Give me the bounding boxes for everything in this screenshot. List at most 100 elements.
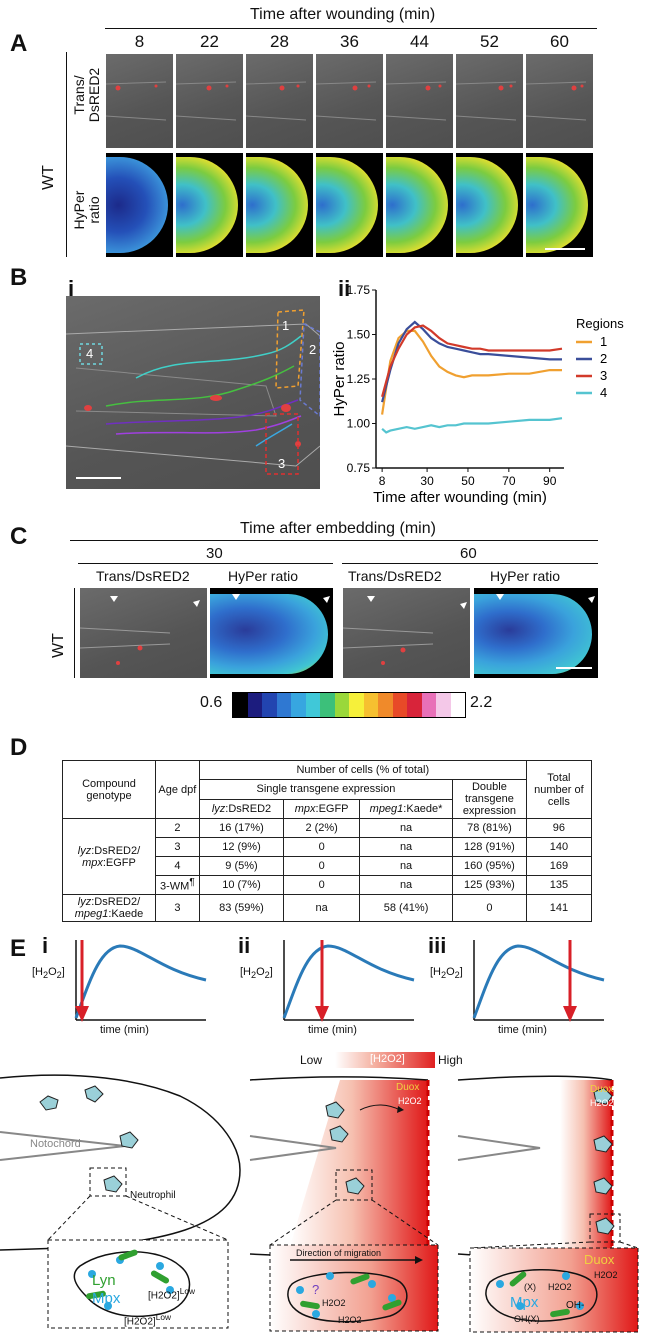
y-tick-label: 1.75 bbox=[347, 283, 371, 297]
th-mpeg-rest: :Kaede* bbox=[403, 802, 443, 815]
panel-c-col-trans-2: Trans/DsRED2 bbox=[348, 568, 442, 584]
cell-mpeg: 58 (41%) bbox=[359, 894, 454, 922]
panel-a-row2-label: HyPer ratio bbox=[71, 190, 102, 230]
colorscale-swatch bbox=[349, 693, 364, 717]
hyper-image-36 bbox=[316, 153, 383, 257]
h2o2-graph-ii bbox=[282, 940, 415, 1022]
h2o2-curve bbox=[472, 944, 605, 1019]
y-axis-label: HyPer ratio bbox=[331, 341, 348, 416]
panel-c-row-group: WT bbox=[50, 633, 67, 658]
time-label-28: 28 bbox=[270, 32, 289, 51]
cell-age: 3 bbox=[154, 837, 200, 857]
panel-a-scale-bar bbox=[545, 248, 585, 250]
x-tick-label: 90 bbox=[543, 474, 557, 488]
hyper-image-22 bbox=[176, 153, 243, 257]
graph-x-label: time (min) bbox=[498, 1024, 547, 1036]
ohx-label: OH(X) bbox=[514, 1314, 540, 1324]
trans-image-22 bbox=[176, 54, 243, 148]
lyn-label: Lyn bbox=[92, 1272, 116, 1289]
cell-double: 78 (81%) bbox=[452, 818, 527, 838]
h2o2-up-1: H2O2 bbox=[322, 1298, 346, 1308]
question-mark: ? bbox=[312, 1282, 320, 1297]
trans-detail bbox=[246, 81, 307, 121]
table-row: lyz:DsRED2/mpx:EGFP 2 16 (17%) 2 (2%) na… bbox=[62, 818, 593, 895]
genotype-1: lyz:DsRED2/mpx:EGFP bbox=[62, 818, 156, 895]
colorscale-swatch bbox=[378, 693, 393, 717]
panel-a-row-group: WT bbox=[40, 165, 57, 190]
panel-c-header-line bbox=[70, 540, 598, 541]
cell-total: 96 bbox=[525, 818, 593, 838]
h2o2-curve bbox=[282, 944, 415, 1019]
time-label-52: 52 bbox=[480, 32, 499, 51]
cell-lyz: 12 (9%) bbox=[198, 837, 285, 857]
notochord-label: Notochord bbox=[30, 1138, 81, 1150]
cell-lyz: 16 (17%) bbox=[198, 818, 285, 838]
hyper-60-signal bbox=[474, 594, 592, 674]
panel-e-iii-label: iii bbox=[428, 933, 447, 958]
time-label-44: 44 bbox=[410, 32, 429, 51]
colorscale-swatch bbox=[291, 693, 306, 717]
graph-x-label: time (min) bbox=[100, 1024, 149, 1036]
y-label-a: [H bbox=[430, 966, 441, 978]
x-mark-label: (X) bbox=[524, 1282, 536, 1292]
low-sup-1: Low bbox=[179, 1286, 195, 1296]
trans-detail bbox=[386, 81, 447, 121]
h2o2-low-text-2: [H2O2] bbox=[124, 1316, 156, 1328]
cell-double: 125 (93%) bbox=[452, 875, 527, 895]
legend-entry-1: 1 bbox=[600, 334, 607, 349]
gradient-high-label: High bbox=[438, 1053, 463, 1067]
cell-age: 3-WM¶ bbox=[154, 875, 200, 895]
trans-image-52 bbox=[456, 54, 523, 148]
cell-double: 160 (95%) bbox=[452, 856, 527, 876]
y-label-end: ] bbox=[61, 966, 65, 978]
cell-total: 135 bbox=[525, 875, 593, 895]
g2-a: lyz bbox=[77, 896, 92, 908]
hyper-30-signal bbox=[210, 594, 328, 674]
time-arrow-head bbox=[315, 1006, 329, 1022]
h2o2-up-2: H2O2 bbox=[338, 1315, 362, 1325]
h2o2-label-zoom: H2O2 bbox=[594, 1270, 618, 1280]
y-label-sub2: 2 bbox=[264, 970, 270, 981]
hyper-image-52 bbox=[456, 153, 523, 257]
g1-d: :EGFP bbox=[102, 856, 136, 869]
cell-mpeg: na bbox=[359, 837, 454, 857]
region-4-label: 4 bbox=[86, 346, 94, 361]
y-label-a: [H bbox=[32, 966, 43, 978]
direction-label: Direction of migration bbox=[296, 1248, 382, 1258]
panel-c-col-trans-1: Trans/DsRED2 bbox=[96, 568, 190, 584]
oh-label: OH- bbox=[566, 1300, 585, 1311]
th-mpx: mpx:EGFP bbox=[283, 798, 361, 819]
colorscale-swatch bbox=[262, 693, 277, 717]
hyper-signal bbox=[456, 157, 518, 253]
colorscale-swatch bbox=[363, 693, 378, 717]
region-2-label: 2 bbox=[309, 342, 317, 357]
colorscale-min: 0.6 bbox=[200, 694, 223, 711]
x-tick-label: 30 bbox=[420, 474, 434, 488]
cell-age: 3 bbox=[154, 894, 200, 922]
y-label-o: O bbox=[446, 966, 455, 978]
trans-image-8 bbox=[106, 54, 173, 148]
cell-total: 169 bbox=[525, 856, 593, 876]
th-double: Double transgene expression bbox=[452, 779, 527, 819]
hyper-signal bbox=[106, 157, 168, 253]
trans-image-60 bbox=[526, 54, 593, 148]
y-label-a: [H bbox=[240, 966, 251, 978]
th-mpx-italic: mpx bbox=[294, 802, 316, 815]
x-axis-label: Time after wounding (min) bbox=[373, 489, 547, 506]
h2o2-graph-i bbox=[74, 940, 207, 1022]
table-row: lyz:DsRED2/mpeg1:Kaede 3 83 (59%) na 58 … bbox=[62, 894, 593, 922]
cell-total: 141 bbox=[525, 894, 593, 922]
hyper-signal bbox=[386, 157, 448, 253]
y-tick-label: 1.00 bbox=[347, 417, 371, 431]
cell-lyz: 83 (59%) bbox=[198, 894, 285, 922]
colorscale-swatch bbox=[421, 693, 436, 717]
panel-c-hyper-60-image bbox=[474, 588, 598, 678]
y-tick-label: 1.25 bbox=[347, 372, 371, 386]
panel-c-hyper-30-image bbox=[210, 588, 333, 678]
panel-c-hyper-60-arrows bbox=[496, 594, 595, 669]
panel-c-col-hyper-2: HyPer ratio bbox=[490, 568, 561, 584]
panel-e-ii-label: ii bbox=[238, 933, 251, 958]
fish-i bbox=[0, 1074, 241, 1329]
y-label-sub1: 2 bbox=[43, 970, 49, 981]
